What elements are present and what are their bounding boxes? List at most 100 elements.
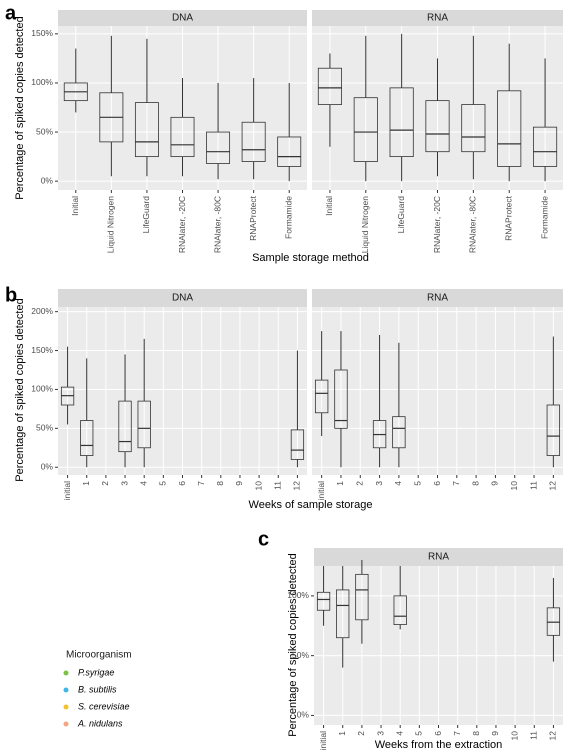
- legend-label: P.syrigae: [78, 667, 114, 677]
- x-tick-label: 5: [158, 481, 168, 486]
- x-tick-label: 10: [253, 481, 263, 491]
- legend-label: S. cerevisiae: [78, 701, 130, 711]
- box: [277, 136, 302, 167]
- legend-swatch: [63, 670, 69, 676]
- x-tick-label: Liquid Nitrogen: [360, 196, 370, 253]
- x-axis-title: Sample storage method: [252, 252, 369, 264]
- x-tick-label: 10: [509, 731, 519, 741]
- x-tick-label: 5: [414, 731, 424, 736]
- facet-strip: [58, 10, 307, 26]
- y-tick-label: 0%: [41, 175, 54, 185]
- facet-strip: [58, 289, 307, 307]
- box: [80, 420, 94, 456]
- x-tick-label: 1: [337, 731, 347, 736]
- box: [392, 416, 406, 449]
- x-tick-label: 6: [177, 481, 187, 486]
- x-tick-label: 11: [529, 731, 539, 740]
- x-axis-title: Weeks of sample storage: [249, 499, 373, 511]
- y-tick-label: 0%: [297, 710, 310, 720]
- facet-strip: [312, 10, 563, 26]
- panel-label: a: [5, 2, 17, 24]
- x-tick-label: 1: [81, 481, 91, 486]
- x-tick-label: 7: [451, 481, 461, 486]
- x-tick-label: LifeGuard: [141, 196, 151, 234]
- x-tick-label: 12: [292, 481, 302, 491]
- x-tick-label: RNAlater, -20C: [177, 196, 187, 253]
- box: [393, 595, 407, 625]
- legend-label: A. nidulans: [77, 718, 123, 728]
- y-tick-label: 150%: [31, 28, 53, 38]
- x-tick-label: RNAProtect: [248, 195, 258, 241]
- x-tick-label: 8: [471, 731, 481, 736]
- x-tick-label: LifeGuard: [396, 196, 406, 234]
- x-tick-label: 12: [548, 731, 558, 741]
- y-tick-label: 100%: [31, 384, 53, 394]
- y-tick-label: 0%: [41, 461, 54, 471]
- x-tick-label: Liquid Nitrogen: [106, 196, 116, 253]
- x-tick-label: RNAProtect: [503, 195, 513, 241]
- facet-strip: [314, 548, 563, 566]
- x-tick-label: initial: [316, 481, 326, 500]
- x-tick-label: 6: [432, 481, 442, 486]
- facet-title: DNA: [172, 13, 193, 24]
- facet-title: RNA: [427, 293, 448, 304]
- box: [546, 404, 561, 456]
- x-tick-label: 11: [528, 481, 538, 490]
- y-tick-label: 50%: [292, 650, 309, 660]
- legend-swatch: [63, 704, 69, 710]
- x-tick-label: Initial: [70, 196, 80, 216]
- x-tick-label: Formamide: [539, 196, 549, 239]
- box: [118, 400, 132, 453]
- box: [206, 131, 231, 164]
- x-tick-label: initial: [62, 481, 72, 500]
- x-tick-label: 9: [234, 481, 244, 486]
- x-tick-label: 1: [335, 481, 345, 486]
- box: [170, 116, 195, 158]
- box: [334, 369, 348, 429]
- x-tick-label: 3: [375, 731, 385, 736]
- x-tick-label: RNAlater, -80C: [212, 196, 222, 253]
- y-axis-title: Percentage of spiked copies detected: [14, 16, 26, 199]
- x-tick-label: 6: [433, 731, 443, 736]
- x-tick-label: 8: [470, 481, 480, 486]
- x-tick-label: 2: [355, 481, 365, 486]
- x-tick-label: initial: [318, 731, 328, 750]
- y-tick-label: 50%: [36, 126, 53, 136]
- x-tick-label: 9: [490, 481, 500, 486]
- x-tick-label: 4: [394, 731, 404, 736]
- x-tick-label: 8: [215, 481, 225, 486]
- box: [316, 591, 331, 611]
- legend-swatch: [63, 687, 69, 693]
- x-axis-title: Weeks from the extraction: [375, 739, 503, 751]
- y-tick-label: 200%: [31, 306, 53, 316]
- box: [533, 126, 558, 167]
- x-tick-label: RNAlater, -80C: [468, 196, 478, 253]
- legend-title: Microorganism: [66, 650, 132, 661]
- x-tick-label: 10: [509, 481, 519, 491]
- x-tick-label: 7: [196, 481, 206, 486]
- box: [241, 121, 266, 162]
- box: [425, 100, 450, 153]
- facet-title: DNA: [172, 293, 193, 304]
- box: [134, 102, 159, 158]
- y-tick-label: 100%: [287, 590, 309, 600]
- box: [137, 400, 151, 449]
- facet-title: RNA: [427, 13, 448, 24]
- x-tick-label: 4: [393, 481, 403, 486]
- box: [290, 429, 305, 460]
- facet-strip: [312, 289, 563, 307]
- y-tick-label: 100%: [31, 77, 53, 87]
- x-tick-label: 4: [138, 481, 148, 486]
- x-tick-label: 2: [100, 481, 110, 486]
- box: [389, 87, 414, 158]
- box: [317, 67, 342, 105]
- box: [461, 104, 486, 153]
- box: [497, 90, 522, 167]
- legend-swatch: [63, 721, 69, 727]
- x-tick-label: Formamide: [283, 196, 293, 239]
- facet-title: RNA: [428, 552, 449, 563]
- x-tick-label: RNAlater, -20C: [432, 196, 442, 253]
- box: [353, 97, 378, 162]
- y-tick-label: 150%: [31, 345, 53, 355]
